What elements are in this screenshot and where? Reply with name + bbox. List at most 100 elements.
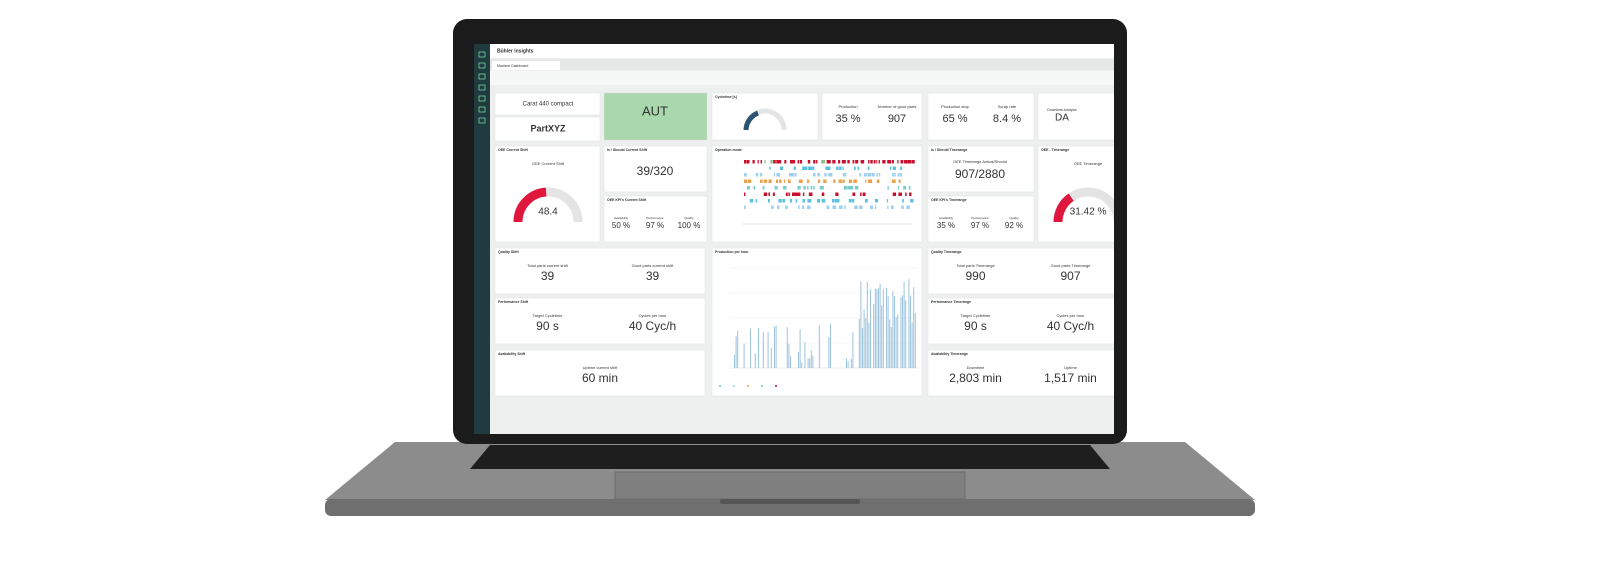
timeline-segment: [757, 160, 759, 164]
bar: [913, 287, 915, 368]
timeline-segment: [900, 166, 903, 170]
timeline-segment: [770, 160, 773, 164]
stat-label: Good parts Timerange: [1051, 263, 1092, 268]
panel: [927, 349, 1114, 397]
kpi-label: Scrap rate: [998, 104, 1017, 109]
timeline-segment: [907, 160, 912, 164]
kpi-value: 907: [888, 113, 906, 125]
gauge-fill: [513, 187, 547, 223]
bar: [735, 335, 737, 368]
timeline-segment: [744, 192, 746, 196]
stat-label: Good parts current shift: [632, 263, 675, 268]
bar: [900, 297, 902, 368]
tab-bar: [490, 59, 1114, 70]
timeline-segment: [779, 179, 782, 183]
timeline-segment: [806, 179, 810, 183]
panel-title: OEE - Timerange: [1041, 148, 1069, 152]
bar: [847, 360, 849, 368]
timeline-segment: [755, 199, 757, 203]
timeline-segment: [848, 179, 853, 183]
panel: [494, 349, 706, 397]
timeline-segment: [771, 205, 774, 209]
stat-label: Cycles per hour: [1056, 313, 1085, 318]
panel: [494, 92, 601, 116]
bar: [737, 330, 739, 368]
bar: [876, 289, 878, 368]
timeline-segment: [789, 160, 794, 164]
timeline-segment: [744, 173, 747, 177]
timeline-segment: [905, 192, 907, 196]
ratio-label: OEE Timerange Actual/Should: [953, 159, 1007, 164]
stat-label: Total parts current shift: [527, 263, 568, 268]
kpi-value: 35 %: [835, 113, 860, 125]
bar: [890, 327, 892, 368]
timeline-segment: [876, 173, 879, 177]
bar: [743, 343, 745, 368]
notch: [720, 499, 860, 504]
kpi-label: Performance: [646, 216, 664, 220]
timeline-segment: [802, 205, 805, 209]
timeline-segment: [867, 173, 872, 177]
timeline-segment: [836, 166, 839, 170]
tab-label: Machine Dashboard: [497, 64, 528, 68]
bar: [894, 296, 895, 368]
bar: [790, 356, 791, 368]
kpi-value: 92 %: [1005, 221, 1023, 230]
panel-title: Quality Timerange: [931, 250, 962, 254]
timeline-segment: [803, 186, 806, 190]
timeline-segment: [900, 173, 902, 177]
timeline-segment: [776, 173, 781, 177]
timeline-segment: [816, 160, 818, 164]
kpi-value: 8.4 %: [993, 113, 1021, 125]
bar: [902, 295, 903, 368]
timeline-segment: [906, 205, 910, 209]
bar: [762, 332, 764, 368]
stat-value: 40 Cyc/h: [1047, 319, 1094, 333]
timeline-segment: [837, 199, 840, 203]
timeline-segment: [826, 205, 830, 209]
timeline-segment: [900, 160, 904, 164]
panel: [1037, 92, 1114, 141]
timeline-segment: [823, 179, 827, 183]
gauge-value: 48.4: [538, 207, 558, 218]
kpi-value: 65 %: [942, 113, 967, 125]
timeline-segment: [898, 186, 900, 190]
bar: [895, 316, 897, 368]
timeline-segment: [819, 186, 823, 190]
stat-label: Total parts Timerange: [956, 263, 995, 268]
brand: Bühler insights: [497, 48, 534, 54]
timeline-segment: [887, 186, 889, 190]
stat-value: 2,803 min: [949, 371, 1002, 385]
timeline-segment: [804, 166, 808, 170]
timeline-segment: [825, 166, 829, 170]
timeline-segment: [848, 199, 852, 203]
stat-label: Downtime: [967, 365, 986, 370]
timeline-segment: [795, 199, 798, 203]
timeline-segment: [807, 160, 811, 164]
bar: [852, 332, 854, 368]
bar: [881, 305, 883, 368]
kpi-label: Quality: [684, 216, 694, 220]
legend-dot: [747, 385, 749, 387]
panel: [927, 92, 1035, 141]
stat-label: Target Cycletime: [961, 313, 992, 318]
timeline-segment: [768, 192, 771, 196]
bar: [860, 281, 862, 368]
kpi-value: DA: [1055, 113, 1069, 124]
timeline-segment: [763, 192, 768, 196]
panel-title: OEE Current Shift: [498, 148, 529, 152]
panel-title: Availability Shift: [498, 352, 526, 356]
timeline-segment: [828, 166, 831, 170]
kpi-label: Production stop: [941, 104, 970, 109]
timeline-segment: [855, 179, 857, 183]
kpi-label: Performance: [971, 216, 989, 220]
timeline-segment: [838, 160, 841, 164]
bar: [914, 312, 916, 368]
timeline-segment: [897, 160, 899, 164]
timeline-segment: [869, 205, 874, 209]
timeline-segment: [824, 173, 827, 177]
timeline-segment: [902, 199, 904, 203]
panel-title: Performance Timerange: [931, 300, 971, 304]
timeline-segment: [782, 199, 786, 203]
timeline-segment: [747, 179, 752, 183]
